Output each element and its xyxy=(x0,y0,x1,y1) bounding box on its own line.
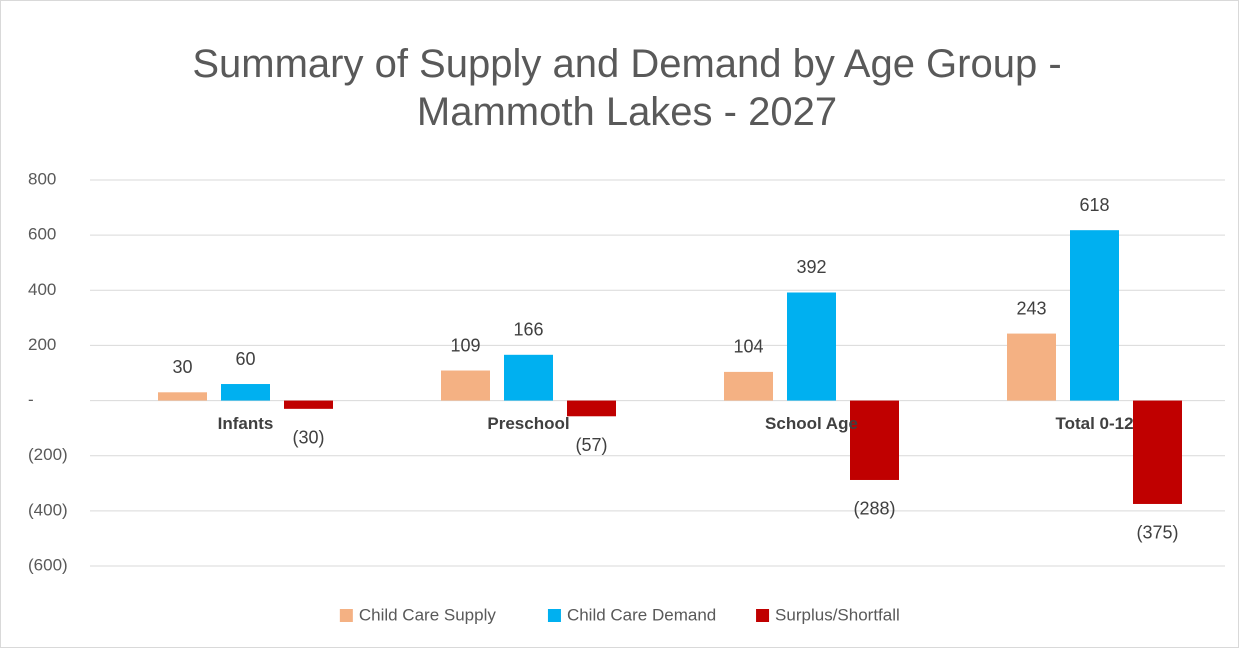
bar xyxy=(221,384,270,401)
legend-label: Child Care Supply xyxy=(359,605,497,624)
y-tick-label: 800 xyxy=(28,169,56,188)
x-tick-label: Preschool xyxy=(487,414,569,433)
legend-swatch xyxy=(547,609,561,622)
legend-swatch xyxy=(339,609,353,622)
data-label: 109 xyxy=(450,335,480,355)
x-tick-label: Infants xyxy=(218,414,274,433)
data-label: 392 xyxy=(796,257,826,277)
data-label: 30 xyxy=(172,357,192,377)
bar xyxy=(1007,333,1056,401)
y-tick-label: (400) xyxy=(28,500,68,519)
bar xyxy=(158,392,207,401)
data-label: 618 xyxy=(1079,195,1109,215)
legend-label: Surplus/Shortfall xyxy=(775,605,900,624)
data-label: 166 xyxy=(513,320,543,340)
bar xyxy=(787,292,836,401)
bar xyxy=(284,400,333,409)
data-label: (375) xyxy=(1136,523,1178,543)
legend-swatch xyxy=(756,609,770,622)
legend-label: Child Care Demand xyxy=(567,605,716,624)
data-label: 243 xyxy=(1016,298,1046,318)
bar xyxy=(441,370,490,401)
bar xyxy=(504,354,553,401)
chart-title: Summary of Supply and Demand by Age Grou… xyxy=(192,42,1062,134)
bar xyxy=(1133,400,1182,504)
y-tick-label: 200 xyxy=(28,335,56,354)
y-tick-label: 600 xyxy=(28,225,56,244)
y-tick-label: - xyxy=(28,390,34,409)
y-tick-label: (600) xyxy=(28,555,68,574)
x-tick-label: Total 0-12 xyxy=(1055,414,1133,433)
x-tick-label: School Age xyxy=(765,414,858,433)
data-label: (57) xyxy=(575,435,607,455)
data-label: 104 xyxy=(733,337,763,357)
y-tick-label: (200) xyxy=(28,445,68,464)
y-tick-label: 400 xyxy=(28,280,56,299)
bar xyxy=(850,400,899,480)
data-label: (288) xyxy=(853,499,895,519)
data-label: (30) xyxy=(292,428,324,448)
data-label: 60 xyxy=(235,349,255,369)
bar xyxy=(724,371,773,401)
bar xyxy=(1070,230,1119,401)
bar xyxy=(567,400,616,417)
